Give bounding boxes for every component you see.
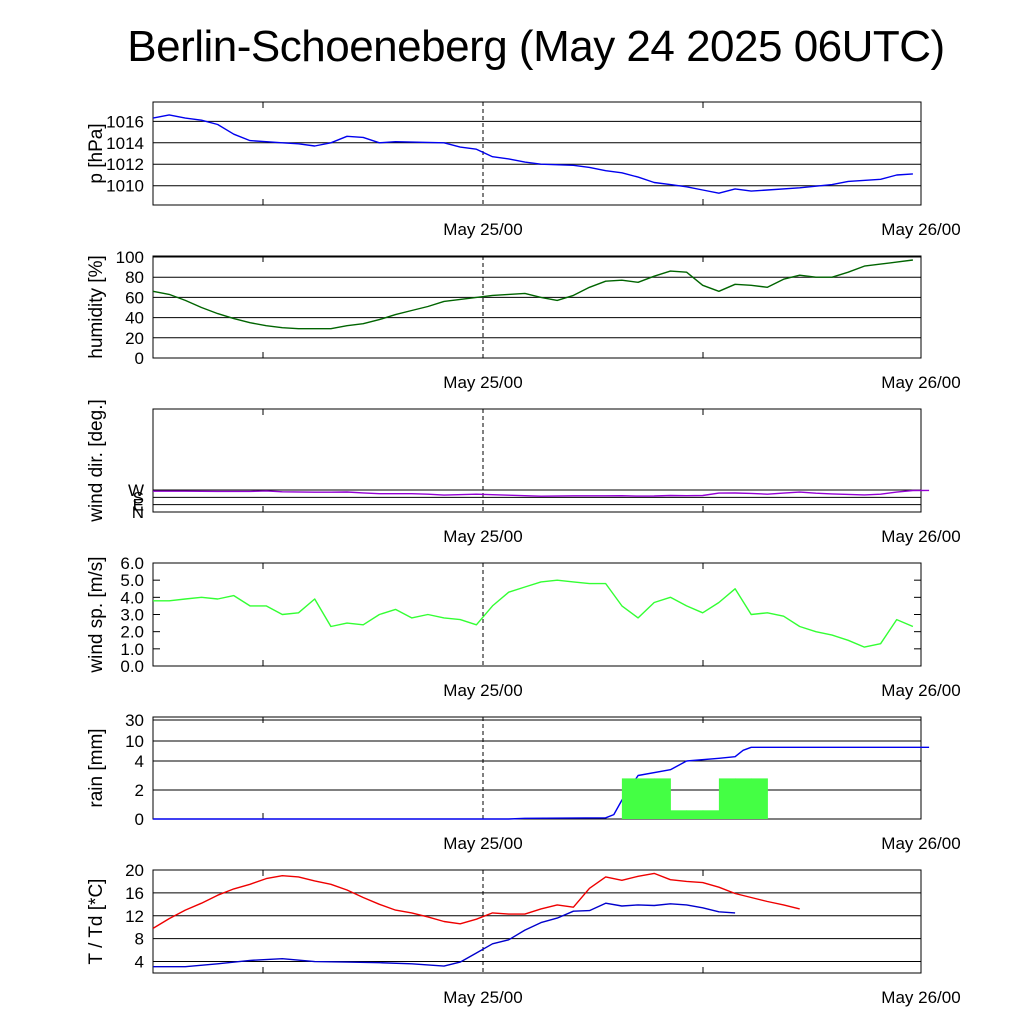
y-tick-label: 4	[135, 953, 144, 972]
panel-frame	[152, 101, 922, 206]
y-tick-label: 80	[125, 268, 144, 287]
series-line	[152, 114, 913, 194]
y-axis-label: wind sp. [m/s]	[86, 556, 107, 673]
panel-frame	[152, 408, 922, 513]
series-line	[153, 579, 914, 648]
panel-frame	[152, 255, 922, 359]
y-tick-label: 3.0	[120, 606, 144, 625]
y-tick-label: N	[132, 503, 144, 522]
y-tick-label: 40	[125, 309, 144, 328]
y-tick-label: W	[128, 481, 144, 500]
x-tick-label: May 26/00	[881, 373, 960, 392]
y-tick-label: 1010	[106, 177, 144, 196]
y-tick-label: 12	[125, 907, 144, 926]
rain-bar	[751, 778, 768, 819]
y-tick-label: 1014	[106, 134, 144, 153]
rain-bar	[670, 810, 688, 819]
chart-title: Berlin-Schoeneberg (May 24 2025 06UTC)	[127, 22, 945, 71]
y-tick-label: 8	[135, 930, 144, 949]
panel-frame	[152, 869, 922, 974]
y-tick-label: 5.0	[120, 571, 144, 590]
rain-bar	[654, 778, 671, 819]
rain-bar	[686, 810, 704, 819]
y-tick-label: 16	[125, 884, 144, 903]
rain-bar	[702, 810, 720, 819]
y-axis-label: rain [mm]	[86, 728, 107, 807]
series-line	[152, 872, 800, 929]
y-tick-label: 0	[135, 810, 144, 829]
y-axis-label: wind dir. [deg.]	[86, 399, 107, 523]
y-tick-label: 100	[116, 248, 144, 267]
x-tick-label: May 26/00	[881, 220, 960, 239]
x-tick-label: May 26/00	[881, 988, 960, 1007]
y-tick-label: 2	[135, 781, 144, 800]
y-tick-label: 4	[135, 752, 144, 771]
y-tick-label: 60	[125, 288, 144, 307]
rain-bar	[621, 778, 639, 819]
rain-bar	[718, 778, 736, 819]
y-axis-label: p [hPa]	[86, 123, 107, 183]
series-line	[152, 259, 913, 330]
panel-frame	[152, 716, 922, 820]
y-tick-label: 1012	[106, 155, 144, 174]
y-tick-label: 6.0	[120, 554, 144, 573]
y-tick-label: 4.0	[120, 588, 144, 607]
y-axis-label: humidity [%]	[86, 255, 107, 358]
y-tick-label: 2.0	[120, 623, 144, 642]
y-tick-label: 0.0	[120, 657, 144, 676]
series-line	[153, 746, 930, 820]
x-tick-label: May 26/00	[881, 681, 960, 700]
x-tick-label: May 25/00	[443, 220, 522, 239]
x-tick-label: May 25/00	[443, 834, 522, 853]
rain-bar	[735, 778, 752, 819]
panel-frame	[152, 562, 922, 667]
y-tick-label: 30	[125, 711, 144, 730]
y-tick-label: 20	[125, 861, 144, 880]
y-tick-label: 20	[125, 329, 144, 348]
y-axis-label: T / Td [*C]	[86, 879, 107, 965]
x-tick-label: May 25/00	[443, 681, 522, 700]
rain-bar	[638, 778, 655, 819]
y-tick-label: S	[133, 488, 144, 507]
y-tick-label: 10	[125, 732, 144, 751]
y-tick-label: 1016	[106, 112, 144, 131]
y-tick-label: 0	[135, 349, 144, 368]
series-line	[153, 902, 736, 968]
y-tick-label: 1.0	[120, 640, 144, 659]
y-tick-label: E	[133, 496, 144, 515]
x-tick-label: May 25/00	[443, 373, 522, 392]
x-tick-label: May 25/00	[443, 527, 522, 546]
x-tick-label: May 26/00	[881, 834, 960, 853]
x-tick-label: May 25/00	[443, 988, 522, 1007]
x-tick-label: May 26/00	[881, 527, 960, 546]
series-line	[153, 489, 930, 497]
